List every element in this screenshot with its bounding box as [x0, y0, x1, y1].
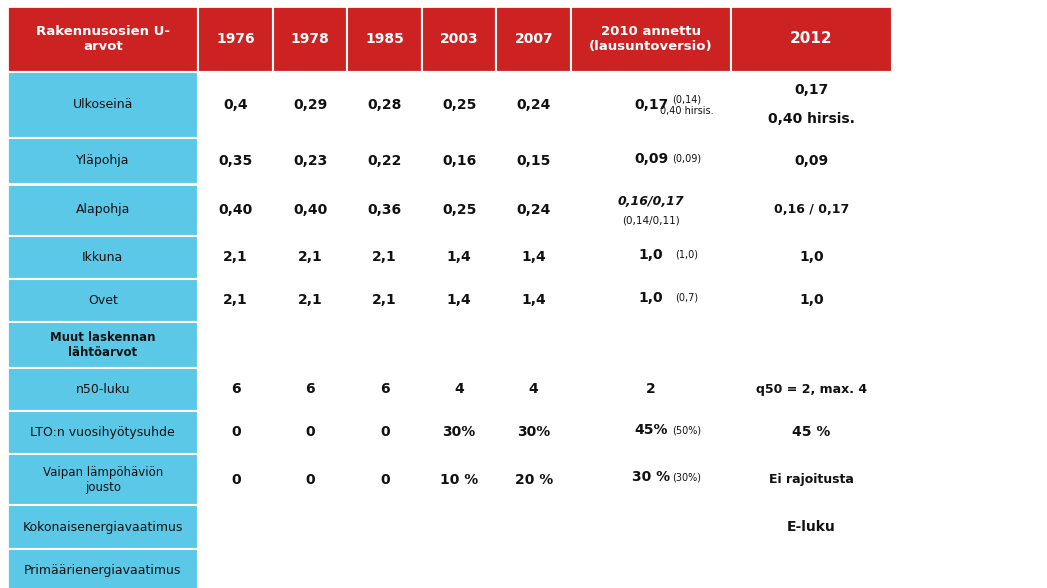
- FancyBboxPatch shape: [199, 322, 273, 368]
- FancyBboxPatch shape: [7, 184, 199, 236]
- FancyBboxPatch shape: [348, 6, 422, 72]
- FancyBboxPatch shape: [273, 236, 348, 279]
- FancyBboxPatch shape: [273, 410, 348, 454]
- FancyBboxPatch shape: [273, 549, 348, 588]
- Text: 0,25: 0,25: [442, 98, 476, 112]
- Text: (1,0): (1,0): [675, 250, 698, 260]
- FancyBboxPatch shape: [571, 410, 732, 454]
- FancyBboxPatch shape: [199, 236, 273, 279]
- FancyBboxPatch shape: [496, 138, 571, 184]
- FancyBboxPatch shape: [7, 549, 199, 588]
- FancyBboxPatch shape: [422, 368, 496, 410]
- FancyBboxPatch shape: [571, 322, 732, 368]
- FancyBboxPatch shape: [7, 279, 199, 322]
- Text: 0,16/0,17: 0,16/0,17: [618, 195, 685, 208]
- FancyBboxPatch shape: [732, 368, 892, 410]
- Text: 0,17: 0,17: [634, 98, 668, 112]
- FancyBboxPatch shape: [422, 236, 496, 279]
- Text: (0,14)
0,40 hirsis.: (0,14) 0,40 hirsis.: [660, 94, 713, 116]
- Text: Primäärienergiavaatimus: Primäärienergiavaatimus: [24, 564, 181, 577]
- Text: 1,4: 1,4: [521, 293, 547, 307]
- FancyBboxPatch shape: [199, 454, 273, 506]
- Text: 2012: 2012: [790, 31, 832, 46]
- Text: (50%): (50%): [672, 425, 701, 435]
- FancyBboxPatch shape: [422, 6, 496, 72]
- Text: Ovet: Ovet: [88, 293, 117, 306]
- Text: 0,4: 0,4: [223, 98, 248, 112]
- Text: (0,09): (0,09): [672, 153, 701, 163]
- Text: 45 %: 45 %: [793, 425, 830, 439]
- FancyBboxPatch shape: [422, 72, 496, 138]
- FancyBboxPatch shape: [496, 184, 571, 236]
- FancyBboxPatch shape: [571, 549, 732, 588]
- Text: Vaipan lämpöhäviön
jousto: Vaipan lämpöhäviön jousto: [43, 466, 163, 494]
- FancyBboxPatch shape: [7, 322, 199, 368]
- Text: 0,40 hirsis.: 0,40 hirsis.: [768, 112, 855, 126]
- Text: 1,4: 1,4: [521, 250, 547, 264]
- Text: 0,35: 0,35: [219, 154, 252, 168]
- FancyBboxPatch shape: [273, 184, 348, 236]
- FancyBboxPatch shape: [496, 72, 571, 138]
- Text: 1,0: 1,0: [799, 250, 824, 264]
- FancyBboxPatch shape: [348, 549, 422, 588]
- Text: 6: 6: [231, 382, 241, 396]
- FancyBboxPatch shape: [732, 410, 892, 454]
- Text: (30%): (30%): [672, 472, 700, 482]
- FancyBboxPatch shape: [571, 506, 732, 549]
- FancyBboxPatch shape: [7, 410, 199, 454]
- FancyBboxPatch shape: [7, 138, 199, 184]
- Text: 4: 4: [454, 382, 464, 396]
- Text: 2,1: 2,1: [297, 293, 322, 307]
- FancyBboxPatch shape: [348, 236, 422, 279]
- FancyBboxPatch shape: [422, 138, 496, 184]
- FancyBboxPatch shape: [273, 279, 348, 322]
- Text: 0,28: 0,28: [367, 98, 402, 112]
- FancyBboxPatch shape: [199, 368, 273, 410]
- Text: 10 %: 10 %: [440, 473, 478, 487]
- Text: E-luku: E-luku: [787, 520, 836, 534]
- Text: 1,0: 1,0: [639, 291, 664, 305]
- Text: 2: 2: [646, 382, 656, 396]
- Text: 0,29: 0,29: [293, 98, 328, 112]
- Text: Yläpohja: Yläpohja: [76, 154, 130, 168]
- Text: 1,0: 1,0: [639, 248, 664, 262]
- FancyBboxPatch shape: [7, 454, 199, 506]
- FancyBboxPatch shape: [422, 279, 496, 322]
- FancyBboxPatch shape: [7, 506, 199, 549]
- FancyBboxPatch shape: [732, 506, 892, 549]
- Text: 6: 6: [380, 382, 389, 396]
- FancyBboxPatch shape: [273, 322, 348, 368]
- Text: (0,7): (0,7): [675, 293, 698, 303]
- Text: 0,40: 0,40: [219, 203, 252, 216]
- Text: 0,17: 0,17: [795, 83, 828, 97]
- FancyBboxPatch shape: [273, 368, 348, 410]
- FancyBboxPatch shape: [199, 184, 273, 236]
- FancyBboxPatch shape: [348, 368, 422, 410]
- Text: 0,24: 0,24: [516, 98, 551, 112]
- FancyBboxPatch shape: [348, 72, 422, 138]
- FancyBboxPatch shape: [496, 322, 571, 368]
- FancyBboxPatch shape: [732, 184, 892, 236]
- Text: 0,15: 0,15: [516, 154, 551, 168]
- FancyBboxPatch shape: [348, 410, 422, 454]
- Text: 2007: 2007: [514, 32, 553, 46]
- FancyBboxPatch shape: [496, 236, 571, 279]
- Text: 0,22: 0,22: [367, 154, 402, 168]
- FancyBboxPatch shape: [7, 6, 199, 72]
- Text: 2,1: 2,1: [223, 250, 248, 264]
- Text: 0: 0: [231, 425, 241, 439]
- Text: q50 = 2, max. 4: q50 = 2, max. 4: [756, 383, 867, 396]
- Text: 4: 4: [529, 382, 538, 396]
- FancyBboxPatch shape: [199, 6, 273, 72]
- FancyBboxPatch shape: [571, 6, 732, 72]
- Text: 0: 0: [380, 473, 389, 487]
- Text: 2,1: 2,1: [373, 250, 397, 264]
- Text: 1985: 1985: [365, 32, 404, 46]
- Text: Muut laskennan
lähtöarvot: Muut laskennan lähtöarvot: [50, 330, 156, 359]
- FancyBboxPatch shape: [496, 279, 571, 322]
- FancyBboxPatch shape: [199, 279, 273, 322]
- FancyBboxPatch shape: [273, 506, 348, 549]
- Text: Alapohja: Alapohja: [75, 203, 130, 216]
- FancyBboxPatch shape: [496, 6, 571, 72]
- FancyBboxPatch shape: [422, 506, 496, 549]
